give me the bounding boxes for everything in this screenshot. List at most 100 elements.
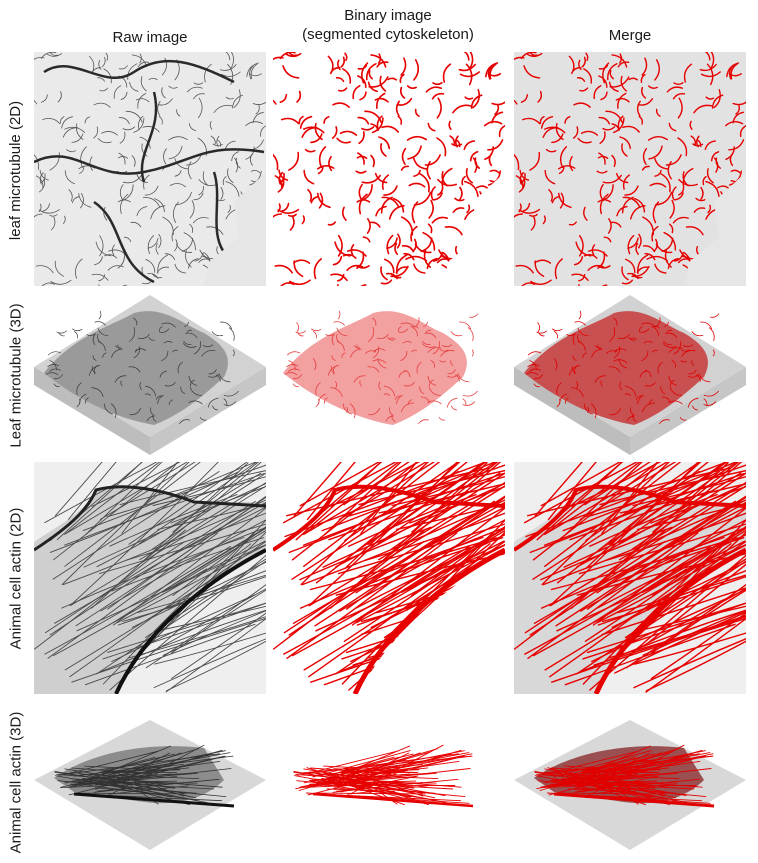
filament-stroke: [689, 120, 693, 130]
filament-stroke: [92, 333, 96, 346]
filament-stroke: [484, 146, 494, 161]
filament-stroke: [471, 349, 474, 357]
filament-stroke: [654, 169, 662, 177]
filament-stroke: [123, 236, 132, 243]
filament-stroke: [660, 386, 666, 395]
filament-stroke: [691, 360, 695, 366]
filament-stroke: [118, 152, 126, 165]
filament-stroke: [402, 341, 412, 344]
filament-stroke: [346, 264, 364, 271]
filament-stroke: [76, 123, 84, 140]
filament-stroke: [539, 115, 545, 125]
filament-stroke: [212, 405, 219, 411]
filament-stroke: [555, 792, 667, 795]
filament-stroke: [101, 131, 118, 136]
filament-stroke: [137, 93, 147, 109]
filament-stroke: [71, 133, 84, 143]
filament-stroke: [668, 122, 677, 132]
filament-stroke: [514, 213, 523, 218]
filament-stroke: [585, 52, 589, 61]
filament-stroke: [633, 197, 646, 213]
row-label-4: Animal cell actin (3D): [0, 702, 32, 862]
filament-stroke: [355, 533, 505, 609]
filament-stroke: [64, 462, 188, 535]
filament-stroke: [713, 157, 719, 173]
filament-stroke: [688, 374, 700, 378]
filament-stroke: [188, 258, 199, 269]
filament-stroke: [146, 415, 155, 422]
filament-stroke: [548, 189, 553, 202]
filament-stroke: [439, 349, 449, 352]
filament-stroke: [451, 405, 458, 411]
filament-stroke: [98, 60, 102, 70]
filament-stroke: [341, 352, 346, 358]
filament-stroke: [174, 263, 187, 274]
filament-stroke: [647, 529, 746, 591]
filament-stroke: [438, 417, 446, 421]
filament-stroke: [370, 54, 387, 68]
filament-stroke: [358, 183, 363, 201]
filament-stroke: [359, 380, 362, 387]
filament-stroke: [338, 462, 436, 521]
filament-stroke: [330, 366, 335, 374]
filament-stroke: [667, 161, 672, 180]
filament-stroke: [624, 531, 746, 649]
filament-stroke: [637, 98, 654, 106]
filament-stroke: [54, 260, 64, 277]
filament-stroke: [260, 125, 266, 137]
leaf-3d-binary-image: [273, 295, 505, 455]
filament-stroke: [457, 373, 470, 383]
filament-stroke: [700, 71, 721, 78]
filament-stroke: [599, 184, 604, 201]
filament-stroke: [326, 788, 396, 792]
filament-stroke: [168, 145, 183, 160]
filament-stroke: [372, 359, 387, 364]
filament-stroke: [518, 208, 541, 214]
filament-stroke: [613, 317, 618, 326]
filament-stroke: [300, 755, 472, 774]
filament-stroke: [107, 602, 266, 653]
filament-stroke: [584, 462, 651, 506]
filament-stroke: [378, 136, 391, 150]
filament-stroke: [550, 537, 738, 591]
filament-stroke: [155, 243, 159, 255]
filament-stroke: [93, 365, 98, 375]
filament-stroke: [459, 71, 480, 78]
filament-stroke: [119, 65, 128, 70]
filament-stroke: [404, 369, 411, 378]
filament-stroke: [627, 234, 635, 255]
filament-stroke: [558, 165, 576, 170]
filament-stroke: [730, 63, 738, 80]
filament-stroke: [619, 136, 631, 150]
filament-stroke: [651, 326, 659, 337]
filament-stroke: [357, 152, 365, 165]
filament-stroke: [288, 151, 300, 171]
filament-stroke: [527, 364, 540, 368]
filament-stroke: [389, 337, 396, 340]
filament-stroke: [381, 125, 399, 133]
filament-stroke: [691, 331, 704, 337]
filament-stroke: [285, 52, 302, 58]
filament-stroke: [578, 523, 746, 575]
filament-stroke: [323, 115, 330, 124]
filament-stroke: [532, 462, 659, 561]
filament-stroke: [122, 175, 142, 184]
filament-stroke: [147, 235, 154, 254]
filament-stroke: [308, 771, 401, 782]
filament-stroke: [558, 165, 565, 175]
filament-stroke: [650, 612, 746, 680]
filament-stroke: [380, 143, 387, 157]
filament-stroke: [139, 482, 266, 561]
filament-stroke: [632, 414, 637, 422]
filament-stroke: [678, 185, 685, 196]
leaf-3d-binary-svg: [283, 310, 479, 425]
filament-stroke: [545, 148, 557, 153]
cell-outline: [34, 59, 265, 284]
filament-stroke: [424, 154, 441, 166]
filament-stroke: [134, 348, 142, 353]
filament-stroke: [398, 328, 409, 333]
filament-stroke: [439, 360, 446, 363]
filament-stroke: [223, 401, 236, 406]
filament-stroke: [301, 215, 306, 225]
filament-stroke: [97, 138, 112, 144]
